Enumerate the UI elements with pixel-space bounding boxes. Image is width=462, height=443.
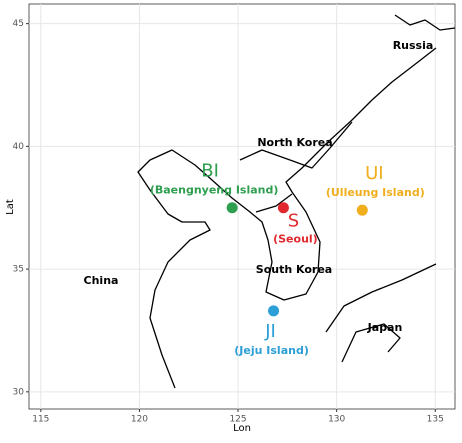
region-label: South Korea xyxy=(256,263,332,276)
x-tick-label: 120 xyxy=(131,415,148,425)
region-label: Japan xyxy=(367,321,403,334)
site-code: UI xyxy=(365,163,383,184)
x-axis-label: Lon xyxy=(233,423,251,434)
y-tick-label: 35 xyxy=(13,265,24,275)
region-label: China xyxy=(84,274,119,287)
region-label: Russia xyxy=(393,39,434,52)
y-tick-label: 30 xyxy=(13,387,25,397)
border xyxy=(239,121,353,169)
site-name: (Ulleung Island) xyxy=(326,186,425,199)
coastline xyxy=(341,323,401,363)
coastlines xyxy=(137,14,456,389)
border xyxy=(255,193,293,213)
x-tick-label: 135 xyxy=(427,415,444,425)
site-point xyxy=(268,305,280,317)
site-point xyxy=(226,202,238,214)
x-tick-label: 130 xyxy=(328,415,345,425)
coastline xyxy=(137,47,437,389)
coastline xyxy=(394,14,456,31)
region-label: North Korea xyxy=(257,136,332,149)
site-name: (Baengnyeng Island) xyxy=(150,184,279,197)
x-tick-label: 115 xyxy=(32,415,49,425)
site-point xyxy=(356,204,368,216)
site-code: JI xyxy=(264,321,276,342)
y-axis-label: Lat xyxy=(5,199,16,215)
x-tick-label: 125 xyxy=(229,415,246,425)
site-name: (Jeju Island) xyxy=(234,344,309,357)
site-name: (Seoul) xyxy=(273,233,318,246)
y-tick-label: 45 xyxy=(13,19,24,29)
coastline xyxy=(325,263,437,333)
site-point xyxy=(277,202,289,214)
site-code: BI xyxy=(201,161,219,182)
y-tick-label: 40 xyxy=(13,142,25,152)
site-code: S xyxy=(288,211,299,232)
